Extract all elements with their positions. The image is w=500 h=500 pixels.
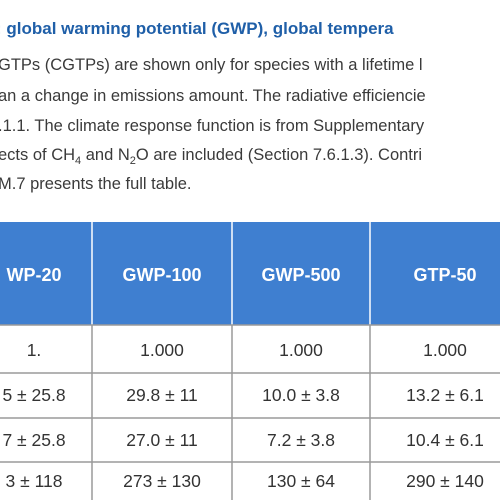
column-header: GTP-50 — [413, 265, 476, 285]
table-cell: 273 ± 130 — [123, 471, 201, 491]
caption-text: an a change in emissions amount. The rad… — [0, 87, 426, 105]
table-cell: 1.000 — [423, 340, 467, 360]
caption-line: .1.1. The climate response function is f… — [0, 117, 425, 135]
table-cell: 1.000 — [140, 340, 184, 360]
table-cell: 3 ± 118 — [6, 471, 63, 491]
table-cell: 13.2 ± 6.1 — [406, 385, 484, 405]
caption-text: O are included (Section 7.6.1.3). Contri — [136, 146, 422, 164]
column-header: GWP-100 — [122, 265, 201, 285]
caption-text: GTPs (CGTPs) are shown only for species … — [0, 56, 423, 74]
table-cell: 1.000 — [279, 340, 323, 360]
table-cell: 29.8 ± 11 — [126, 385, 198, 405]
subscript: 2 — [130, 155, 136, 167]
table-cell: 10.4 ± 6.1 — [406, 430, 484, 450]
table-cell: 27.0 ± 11 — [126, 430, 198, 450]
table-cell: 5 ± 25.8 — [2, 385, 65, 405]
caption-line: ects of CH4 and N2O are included (Sectio… — [0, 146, 422, 167]
subscript: 4 — [75, 155, 81, 167]
table-cell: 130 ± 64 — [267, 471, 335, 491]
caption-text: .1.1. The climate response function is f… — [0, 117, 425, 135]
table-cell: 7 ± 25.8 — [2, 430, 65, 450]
caption-line: an a change in emissions amount. The rad… — [0, 87, 426, 105]
table-grid — [0, 222, 500, 500]
caption-text: ects of CH — [0, 146, 75, 164]
caption-title: : global warming potential (GWP), global… — [0, 19, 394, 38]
caption-line: M.7 presents the full table. — [0, 175, 192, 193]
column-header: GWP-500 — [261, 265, 340, 285]
table-cell: 290 ± 140 — [406, 471, 484, 491]
caption-line: GTPs (CGTPs) are shown only for species … — [0, 56, 423, 74]
column-header: WP-20 — [6, 265, 61, 285]
table-cell: 10.0 ± 3.8 — [262, 385, 340, 405]
table-cell: 1. — [27, 340, 42, 360]
caption-text: M.7 presents the full table. — [0, 175, 192, 193]
caption-text: and N — [81, 146, 130, 164]
table-header-bg — [0, 222, 500, 325]
table-cell: 7.2 ± 3.8 — [267, 430, 335, 450]
